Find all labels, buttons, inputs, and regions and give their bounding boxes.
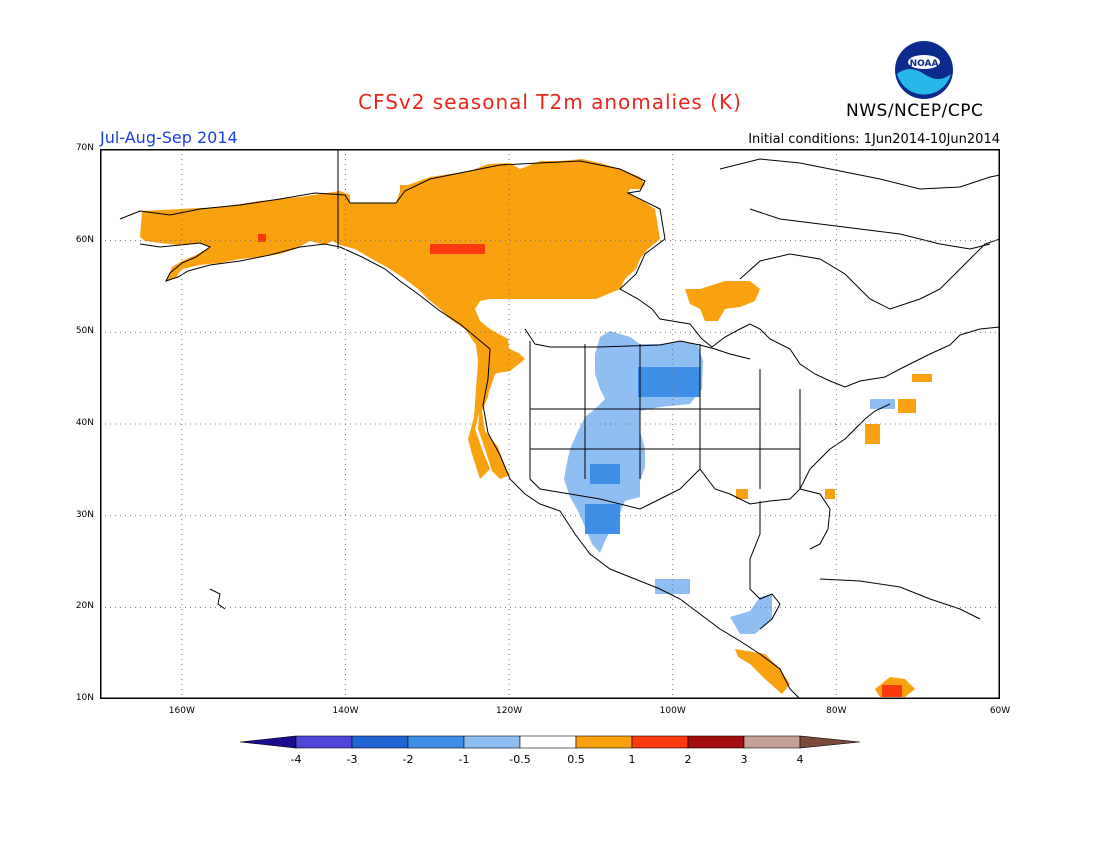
- lat-label: 20N: [75, 601, 94, 612]
- noaa-logo: NOAA: [895, 41, 953, 99]
- cool-core-arizona: [590, 464, 620, 484]
- colorbar-segment: [743, 735, 801, 749]
- lon-label: 80W: [826, 706, 847, 716]
- colorbar-tick-label: -4: [290, 753, 302, 766]
- lat-label: 50N: [75, 326, 94, 337]
- colorbar-segment: [575, 735, 633, 749]
- colorbar-segment: [463, 735, 521, 749]
- lat-label: 70N: [75, 143, 94, 153]
- colorbar-tick-label: 1: [628, 753, 636, 766]
- anomaly-map: [100, 149, 1000, 699]
- cool-core-mexico: [585, 504, 620, 534]
- warm-spot-texas: [736, 489, 748, 499]
- lon-label: 160W: [168, 706, 195, 716]
- season-label: Jul-Aug-Sep 2014: [100, 128, 238, 147]
- colorbar-high-extend: [799, 735, 860, 749]
- colorbar-tick-label: 3: [740, 753, 748, 766]
- cool-region-pacific: [655, 579, 690, 594]
- warm-spot-nj: [865, 424, 880, 444]
- colorbar-segment: [407, 735, 465, 749]
- cool-spot-northeast: [870, 399, 895, 409]
- warm-region-ontario: [685, 281, 760, 321]
- colorbar-tick-label: 2: [684, 753, 692, 766]
- warm-spot-nyc: [898, 399, 916, 413]
- colorbar-low-extend: [240, 735, 297, 749]
- map-frame: [100, 149, 1000, 699]
- cool-core-dakotas: [638, 367, 700, 397]
- hot-spot-canada: [430, 244, 485, 254]
- coastlines: [119, 149, 1000, 699]
- lat-label: 30N: [75, 509, 94, 520]
- logo-text: NOAA: [910, 59, 939, 69]
- hot-spot-colombia: [882, 685, 902, 697]
- colorbar-tick-label: -3: [346, 753, 358, 766]
- cool-region-yucatan: [730, 594, 772, 634]
- colorbar-segment: [519, 735, 577, 749]
- colorbar-segment: [295, 735, 353, 749]
- lon-label: 120W: [496, 706, 523, 716]
- warm-region-westcoast: [478, 344, 525, 479]
- lon-label: 100W: [659, 706, 686, 716]
- warm-spot-georgia: [825, 489, 835, 499]
- anomaly-shading: [140, 159, 932, 697]
- colorbar-segment: [351, 735, 409, 749]
- lat-label: 40N: [75, 418, 94, 428]
- lat-label: 60N: [75, 234, 94, 245]
- organization-label: NWS/NCEP/CPC: [846, 101, 984, 121]
- lon-label: 60W: [989, 706, 1011, 716]
- colorbar: [240, 735, 860, 749]
- initial-conditions-label: Initial conditions: 1Jun2014-10Jun2014: [748, 132, 1000, 147]
- colorbar-tick-label: 0.5: [567, 753, 585, 766]
- colorbar-tick-label: -0.5: [509, 753, 531, 766]
- colorbar-tick-label: -1: [458, 753, 470, 766]
- warm-region-alaska: [140, 159, 660, 479]
- colorbar-tick-label: -2: [402, 753, 414, 766]
- colorbar-segment: [631, 735, 689, 749]
- map-title: CFSv2 seasonal T2m anomalies (K): [358, 90, 742, 114]
- lat-label: 10N: [75, 693, 94, 703]
- colorbar-tick-label: 4: [796, 753, 804, 766]
- colorbar-segment: [687, 735, 745, 749]
- lon-label: 140W: [332, 706, 359, 716]
- hot-spot-alaska: [258, 234, 266, 242]
- warm-spot-maine: [912, 374, 932, 382]
- warm-region-centralamerica: [735, 649, 790, 694]
- lat-lon-grid: [100, 149, 1000, 699]
